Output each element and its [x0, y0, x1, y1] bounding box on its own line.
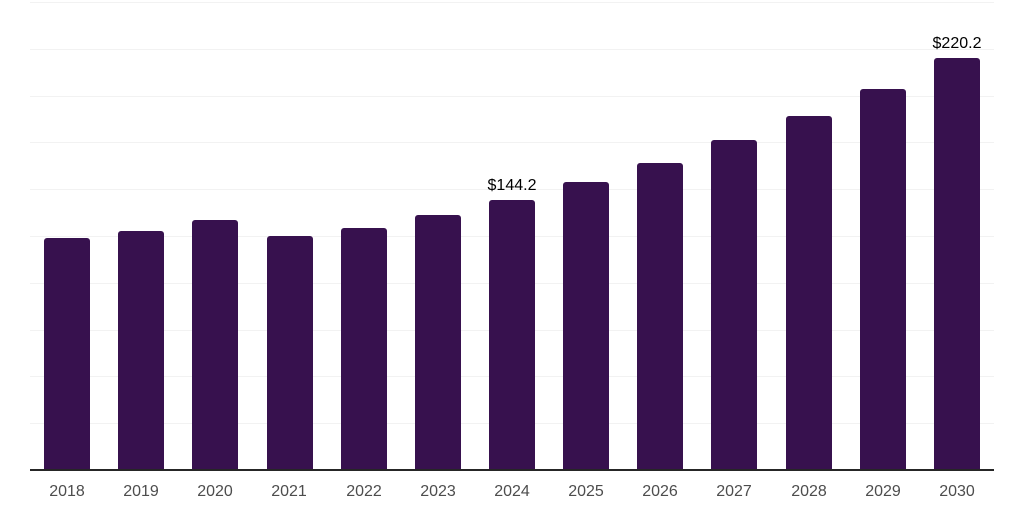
- bar-2024[interactable]: [489, 200, 535, 470]
- x-tick-label: 2024: [494, 483, 530, 500]
- bar-2023[interactable]: [415, 215, 461, 470]
- bar-2025[interactable]: [563, 182, 609, 470]
- x-tick-label: 2021: [271, 483, 307, 500]
- x-tick-label: 2023: [420, 483, 456, 500]
- gridline: [30, 2, 994, 3]
- x-tick-label: 2028: [791, 483, 827, 500]
- x-tick-label: 2020: [197, 483, 233, 500]
- bar-2022[interactable]: [341, 228, 387, 470]
- x-axis-line: [30, 469, 994, 471]
- bar-2027[interactable]: [711, 140, 757, 470]
- bar-2018[interactable]: [44, 238, 90, 470]
- x-tick-label: 2029: [865, 483, 901, 500]
- bar-2026[interactable]: [637, 163, 683, 470]
- bar-2029[interactable]: [860, 89, 906, 470]
- bar-2028[interactable]: [786, 116, 832, 470]
- x-tick-label: 2025: [568, 483, 604, 500]
- data-label: $144.2: [487, 177, 537, 194]
- x-tick-label: 2030: [939, 483, 975, 500]
- bar-2021[interactable]: [267, 236, 313, 470]
- bar-2030[interactable]: [934, 58, 980, 470]
- x-tick-label: 2027: [716, 483, 752, 500]
- gridline: [30, 49, 994, 50]
- x-tick-label: 2018: [49, 483, 85, 500]
- x-tick-label: 2026: [642, 483, 678, 500]
- gridline: [30, 142, 994, 143]
- gridline: [30, 189, 994, 190]
- gridline: [30, 96, 994, 97]
- x-tick-label: 2022: [346, 483, 382, 500]
- bar-2019[interactable]: [118, 231, 164, 470]
- bar-2020[interactable]: [192, 220, 238, 470]
- x-tick-label: 2019: [123, 483, 159, 500]
- data-label: $220.2: [932, 35, 982, 52]
